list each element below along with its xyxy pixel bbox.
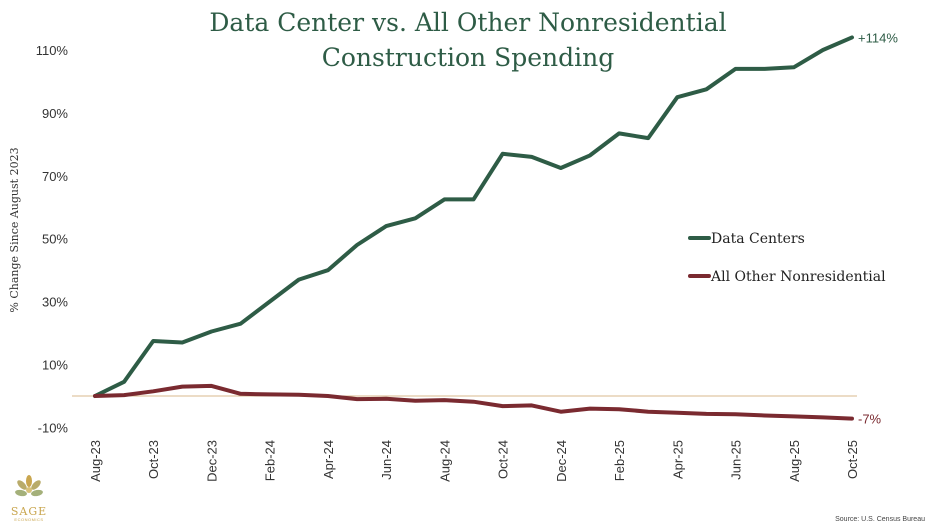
source-note: Source: U.S. Census Bureau	[835, 516, 925, 523]
x-tick-label: Aug-24	[437, 440, 452, 482]
legend-label-all-other: All Other Nonresidential	[710, 269, 886, 285]
x-tick-label: Aug-23	[88, 440, 103, 482]
leaf-icon	[15, 475, 43, 497]
x-tick-label: Oct-23	[146, 440, 161, 479]
x-tick-label: Feb-24	[263, 440, 278, 481]
logo-subtitle: ECONOMICS	[14, 517, 43, 522]
series-lines	[93, 35, 854, 421]
chart-title-line-1: Data Center vs. All Other Nonresidential	[209, 8, 726, 37]
y-tick-label: -10%	[38, 420, 69, 435]
x-tick-label: Apr-24	[321, 440, 336, 479]
x-tick-label: Aug-25	[787, 440, 802, 482]
x-tick-label: Jun-25	[729, 440, 744, 480]
series-line-all-other-nonresidential	[93, 383, 854, 421]
legend-label-data-centers: Data Centers	[711, 231, 805, 247]
series-line-data-centers	[93, 35, 854, 398]
x-tick-label: Oct-24	[496, 440, 511, 479]
chart-title: Data Center vs. All Other Nonresidential…	[209, 8, 726, 72]
y-tick-label: 90%	[42, 106, 68, 121]
end-label-data-centers: +114%	[858, 30, 898, 45]
y-tick-label: 70%	[42, 169, 68, 184]
y-axis-ticks: 110% 90% 70% 50% 30% 10% -10%	[36, 43, 69, 435]
x-tick-label: Jun-24	[379, 440, 394, 480]
y-axis-label: % Change Since August 2023	[8, 147, 21, 312]
sage-logo: SAGE ECONOMICS	[11, 475, 47, 522]
x-axis-ticks: Aug-23 Oct-23 Dec-23 Feb-24 Apr-24 Jun-24 Aug-…	[88, 440, 860, 482]
x-tick-label: Apr-25	[670, 440, 685, 479]
end-label-all-other: -7%	[858, 412, 882, 427]
x-tick-label: Feb-25	[612, 440, 627, 481]
x-tick-label: Oct-25	[845, 440, 860, 479]
x-tick-label: Dec-24	[554, 440, 569, 482]
end-labels: +114% -7%	[858, 30, 898, 426]
chart-title-line-2: Construction Spending	[322, 43, 614, 72]
y-tick-label: 110%	[36, 43, 69, 58]
legend: Data Centers All Other Nonresidential	[688, 231, 886, 285]
y-tick-label: 30%	[42, 295, 68, 310]
logo-name: SAGE	[11, 505, 47, 518]
y-tick-label: 10%	[42, 358, 68, 373]
x-tick-label: Dec-23	[204, 440, 219, 482]
y-tick-label: 50%	[42, 232, 68, 247]
